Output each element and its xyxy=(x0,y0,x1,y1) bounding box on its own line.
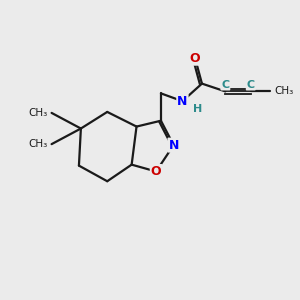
Text: O: O xyxy=(190,52,200,65)
Text: O: O xyxy=(151,165,161,178)
Text: C: C xyxy=(247,80,255,90)
Text: CH₃: CH₃ xyxy=(274,86,293,96)
Text: H: H xyxy=(194,104,203,114)
Text: CH₃: CH₃ xyxy=(28,139,48,149)
Text: CH₃: CH₃ xyxy=(28,108,48,118)
Text: N: N xyxy=(177,95,188,108)
Text: N: N xyxy=(168,139,179,152)
Text: C: C xyxy=(221,80,230,90)
